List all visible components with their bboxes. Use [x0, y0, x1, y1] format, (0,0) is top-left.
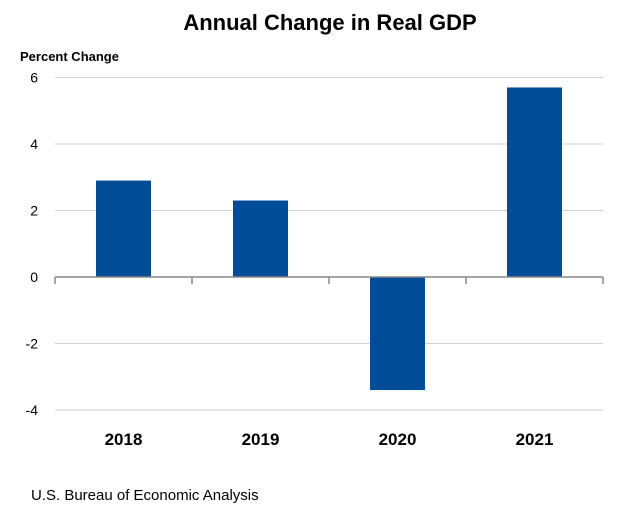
- chart-title: Annual Change in Real GDP: [183, 10, 476, 35]
- bar-2018: [96, 180, 151, 277]
- y-tick-label: 2: [30, 203, 38, 219]
- x-tick-label: 2019: [242, 430, 280, 449]
- x-tick-label: 2020: [379, 430, 417, 449]
- y-tick-label: 6: [30, 70, 38, 86]
- bar-2021: [507, 87, 562, 277]
- bar-2020: [370, 277, 425, 391]
- y-axis-label: Percent Change: [20, 49, 119, 64]
- y-tick-label: 0: [30, 269, 38, 285]
- x-tick-label: 2018: [105, 430, 143, 449]
- y-tick-label: -4: [26, 402, 39, 418]
- source-note: U.S. Bureau of Economic Analysis: [31, 487, 259, 504]
- y-tick-label: -2: [26, 336, 39, 352]
- bar-2019: [233, 200, 288, 277]
- y-tick-label: 4: [30, 136, 38, 152]
- x-tick-label: 2021: [516, 430, 554, 449]
